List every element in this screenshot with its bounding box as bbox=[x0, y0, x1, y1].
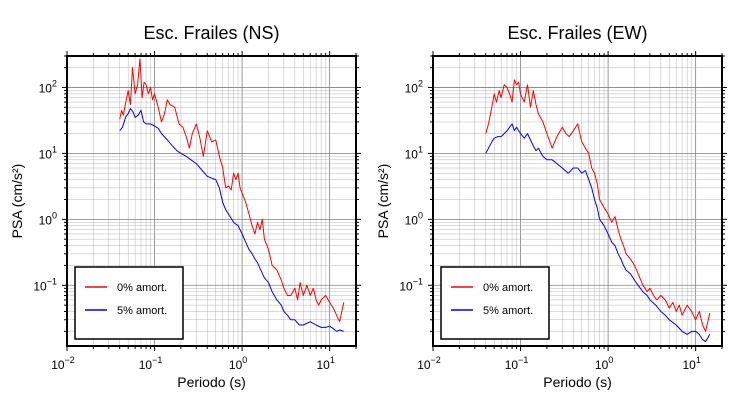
legend-label: 0% amort. bbox=[483, 282, 533, 294]
legend: 0% amort. 5% amort. bbox=[440, 266, 550, 340]
series-line-damped bbox=[119, 108, 344, 332]
y-tick-label: 101 bbox=[39, 144, 57, 161]
x-tick-exponent: −2 bbox=[431, 355, 441, 365]
x-axis-label: Periodo (s) bbox=[543, 374, 611, 390]
y-tick-label: 100 bbox=[405, 210, 423, 227]
y-tick-base: 10 bbox=[405, 213, 419, 227]
legend: 0% amort. 5% amort. bbox=[74, 266, 184, 340]
y-tick-exponent: 2 bbox=[52, 78, 57, 88]
y-axis-label: PSA (cm/s²) bbox=[9, 164, 25, 239]
x-tick-base: 10 bbox=[139, 358, 153, 372]
x-tick-base: 10 bbox=[316, 358, 330, 372]
x-tick-exponent: −2 bbox=[65, 355, 75, 365]
x-tick-exponent: 1 bbox=[696, 355, 701, 365]
plot-frame bbox=[66, 55, 357, 347]
series-line-damped bbox=[485, 123, 711, 343]
axis-ticks bbox=[428, 51, 727, 351]
x-tick-exponent: 0 bbox=[608, 355, 613, 365]
y-tick-exponent: 1 bbox=[52, 144, 57, 154]
x-tick-exponent: −1 bbox=[152, 355, 162, 365]
y-tick-base: 10 bbox=[33, 279, 47, 293]
chart-title: Esc. Frailes (NS) bbox=[143, 23, 279, 43]
y-tick-base: 10 bbox=[399, 279, 413, 293]
x-tick-exponent: 1 bbox=[330, 355, 335, 365]
y-tick-label: 10−1 bbox=[33, 276, 57, 293]
x-tick-base: 10 bbox=[505, 358, 519, 372]
x-tick-base: 10 bbox=[229, 358, 243, 372]
x-axis-label: Periodo (s) bbox=[177, 374, 245, 390]
series-line-undamped bbox=[485, 79, 711, 332]
legend-label: 5% amort. bbox=[117, 305, 167, 317]
x-tick-exponent: −1 bbox=[518, 355, 528, 365]
x-tick-base: 10 bbox=[682, 358, 696, 372]
y-tick-label: 102 bbox=[39, 78, 57, 95]
y-tick-base: 10 bbox=[405, 147, 419, 161]
y-tick-exponent: 0 bbox=[418, 210, 423, 220]
x-tick-label: 100 bbox=[595, 355, 613, 372]
y-tick-exponent: 0 bbox=[52, 210, 57, 220]
x-tick-label: 10−2 bbox=[51, 355, 75, 372]
y-tick-exponent: 1 bbox=[418, 144, 423, 154]
y-tick-label: 10−1 bbox=[399, 276, 423, 293]
x-tick-label: 10−1 bbox=[505, 355, 529, 372]
y-tick-base: 10 bbox=[39, 81, 53, 95]
y-tick-exponent: −1 bbox=[413, 276, 423, 286]
y-tick-base: 10 bbox=[405, 81, 419, 95]
y-tick-base: 10 bbox=[39, 213, 53, 227]
y-tick-exponent: 2 bbox=[418, 78, 423, 88]
y-axis-label: PSA (cm/s²) bbox=[375, 164, 391, 239]
y-tick-base: 10 bbox=[39, 147, 53, 161]
axis-ticks bbox=[62, 51, 361, 351]
grid bbox=[66, 55, 357, 346]
legend-box bbox=[74, 266, 184, 340]
legend-label: 0% amort. bbox=[117, 282, 167, 294]
y-tick-label: 102 bbox=[405, 78, 423, 95]
y-tick-label: 100 bbox=[39, 210, 57, 227]
x-tick-exponent: 0 bbox=[242, 355, 247, 365]
x-tick-label: 100 bbox=[229, 355, 247, 372]
x-tick-label: 101 bbox=[316, 355, 334, 372]
x-tick-base: 10 bbox=[417, 358, 431, 372]
legend-box bbox=[440, 266, 550, 340]
series-line-undamped bbox=[119, 58, 345, 323]
x-tick-label: 101 bbox=[682, 355, 700, 372]
x-tick-base: 10 bbox=[595, 358, 609, 372]
x-tick-label: 10−2 bbox=[417, 355, 441, 372]
y-tick-exponent: −1 bbox=[47, 276, 57, 286]
legend-label: 5% amort. bbox=[483, 305, 533, 317]
plot-frame bbox=[432, 55, 723, 347]
x-tick-label: 10−1 bbox=[139, 355, 163, 372]
x-tick-base: 10 bbox=[51, 358, 65, 372]
y-tick-label: 101 bbox=[405, 144, 423, 161]
chart-title: Esc. Frailes (EW) bbox=[507, 23, 647, 43]
